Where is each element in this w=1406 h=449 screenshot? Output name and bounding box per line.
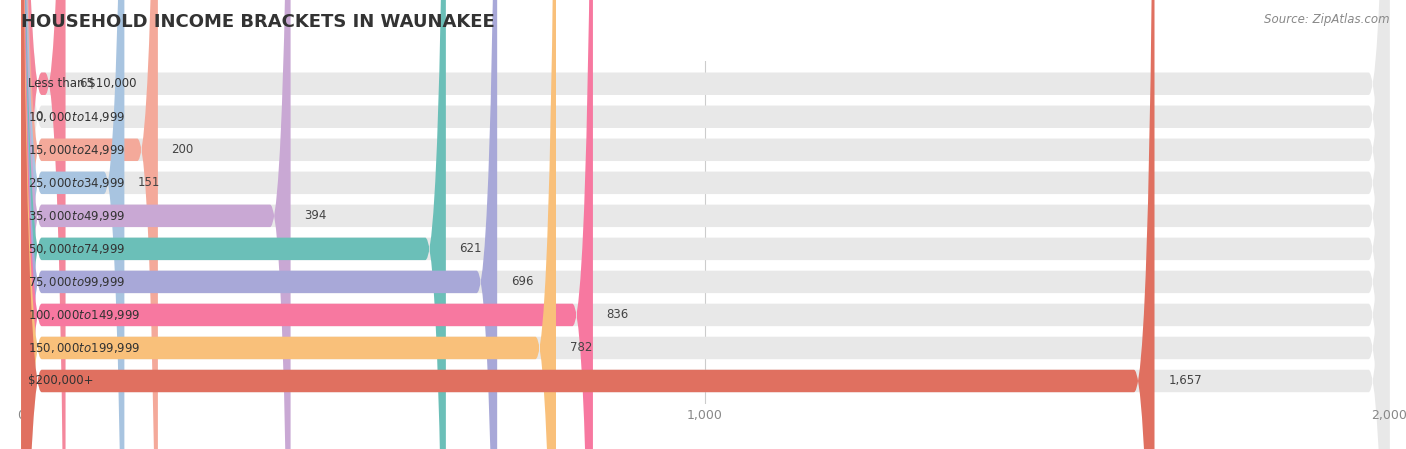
FancyBboxPatch shape [21,0,1389,449]
FancyBboxPatch shape [21,0,157,449]
FancyBboxPatch shape [21,0,593,449]
FancyBboxPatch shape [21,0,124,449]
FancyBboxPatch shape [21,0,66,449]
FancyBboxPatch shape [21,0,1389,449]
Text: $75,000 to $99,999: $75,000 to $99,999 [28,275,125,289]
Text: HOUSEHOLD INCOME BRACKETS IN WAUNAKEE: HOUSEHOLD INCOME BRACKETS IN WAUNAKEE [21,13,495,31]
FancyBboxPatch shape [21,0,446,449]
Text: 151: 151 [138,176,160,189]
FancyBboxPatch shape [21,0,1389,449]
FancyBboxPatch shape [21,0,1389,449]
Text: 1,657: 1,657 [1168,374,1202,387]
FancyBboxPatch shape [21,0,1389,449]
FancyBboxPatch shape [21,0,1389,449]
Text: 65: 65 [79,77,94,90]
FancyBboxPatch shape [21,0,291,449]
Text: 0: 0 [35,110,42,123]
Text: $200,000+: $200,000+ [28,374,93,387]
FancyBboxPatch shape [21,0,555,449]
Text: $35,000 to $49,999: $35,000 to $49,999 [28,209,125,223]
Text: $150,000 to $199,999: $150,000 to $199,999 [28,341,141,355]
FancyBboxPatch shape [21,0,1389,449]
Text: $25,000 to $34,999: $25,000 to $34,999 [28,176,125,190]
Text: 782: 782 [569,341,592,354]
Text: Less than $10,000: Less than $10,000 [28,77,136,90]
FancyBboxPatch shape [21,0,498,449]
Text: 836: 836 [606,308,628,321]
Text: 394: 394 [304,209,326,222]
FancyBboxPatch shape [21,0,1154,449]
Text: 200: 200 [172,143,194,156]
Text: $100,000 to $149,999: $100,000 to $149,999 [28,308,141,322]
Text: Source: ZipAtlas.com: Source: ZipAtlas.com [1264,13,1389,26]
Text: $10,000 to $14,999: $10,000 to $14,999 [28,110,125,124]
Text: 621: 621 [460,242,482,255]
FancyBboxPatch shape [21,0,1389,449]
FancyBboxPatch shape [21,0,1389,449]
Text: $15,000 to $24,999: $15,000 to $24,999 [28,143,125,157]
Text: 696: 696 [510,275,533,288]
FancyBboxPatch shape [21,0,1389,449]
Text: $50,000 to $74,999: $50,000 to $74,999 [28,242,125,256]
